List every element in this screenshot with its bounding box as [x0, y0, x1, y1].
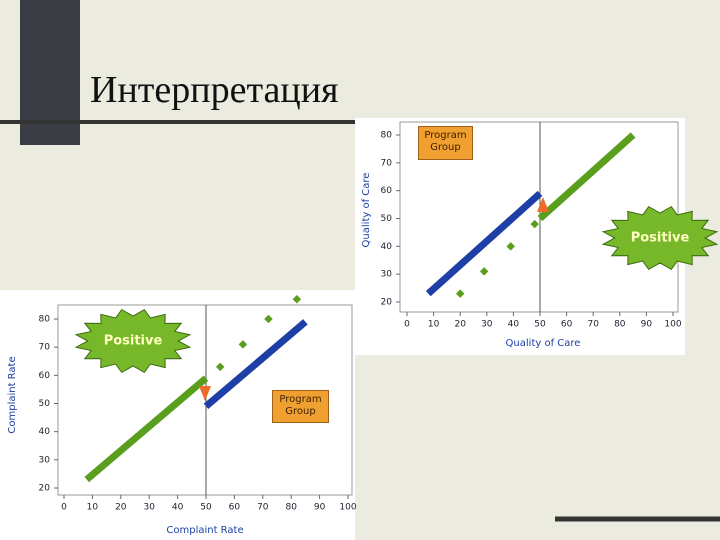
x-tick-label: 70 — [587, 320, 599, 330]
burst-label: Positive — [104, 334, 163, 349]
x-tick-label: 0 — [404, 320, 410, 330]
y-tick-label: 60 — [39, 371, 51, 381]
y-axis-label: Quality of Care — [361, 173, 372, 248]
y-tick-label: 60 — [381, 186, 393, 196]
y-tick-label: 70 — [381, 158, 393, 168]
x-tick-label: 50 — [534, 320, 546, 330]
x-tick-label: 40 — [172, 503, 184, 513]
x-tick-label: 80 — [614, 320, 626, 330]
x-tick-label: 20 — [454, 320, 466, 330]
annotation-box: Program Group — [272, 390, 329, 423]
y-tick-label: 20 — [39, 484, 51, 494]
plot-frame — [57, 304, 353, 496]
series-point — [238, 340, 248, 349]
x-axis-label: Quality of Care — [506, 338, 581, 349]
burst-shape — [74, 308, 192, 374]
y-tick-label: 80 — [39, 315, 51, 325]
series-point — [215, 362, 225, 372]
burst-shape — [601, 205, 719, 271]
x-tick-label: 100 — [664, 320, 681, 330]
gap-arrow — [537, 197, 549, 212]
burst-label: Positive — [631, 231, 690, 246]
y-tick-label: 30 — [39, 455, 51, 465]
x-tick-label: 30 — [481, 320, 493, 330]
y-tick-label: 70 — [39, 343, 51, 353]
y-tick-label: 80 — [381, 131, 393, 141]
x-tick-label: 40 — [508, 320, 520, 330]
series-line — [425, 190, 543, 297]
x-tick-label: 60 — [229, 503, 241, 513]
gap-arrow — [199, 386, 211, 401]
series-line — [203, 319, 308, 409]
x-tick-label: 60 — [561, 320, 573, 330]
series-point — [479, 267, 489, 276]
y-tick-label: 20 — [381, 298, 393, 308]
y-axis-label: Complaint Rate — [7, 356, 18, 433]
x-tick-label: 100 — [339, 503, 356, 513]
x-tick-label: 20 — [115, 503, 127, 513]
x-tick-label: 90 — [314, 503, 326, 513]
annotation-box: Program Group — [418, 126, 473, 160]
series-line — [84, 375, 209, 483]
y-tick-label: 40 — [381, 242, 393, 252]
x-tick-label: 10 — [428, 320, 440, 330]
series-point — [264, 314, 273, 324]
y-tick-label: 50 — [381, 214, 393, 224]
x-tick-label: 10 — [87, 503, 99, 513]
x-tick-label: 80 — [285, 503, 297, 513]
series-point — [455, 289, 465, 298]
series-line — [537, 132, 636, 222]
y-tick-label: 30 — [381, 270, 393, 280]
x-tick-label: 70 — [257, 503, 269, 513]
slide-title: Интерпретация — [90, 69, 339, 111]
y-tick-label: 50 — [39, 399, 51, 409]
x-axis-label: Complaint Rate — [166, 525, 243, 536]
series-point — [292, 295, 302, 304]
x-tick-label: 0 — [61, 503, 67, 513]
x-tick-label: 50 — [200, 503, 212, 513]
y-tick-label: 40 — [39, 427, 51, 437]
x-tick-label: 90 — [641, 320, 653, 330]
x-tick-label: 30 — [143, 503, 155, 513]
